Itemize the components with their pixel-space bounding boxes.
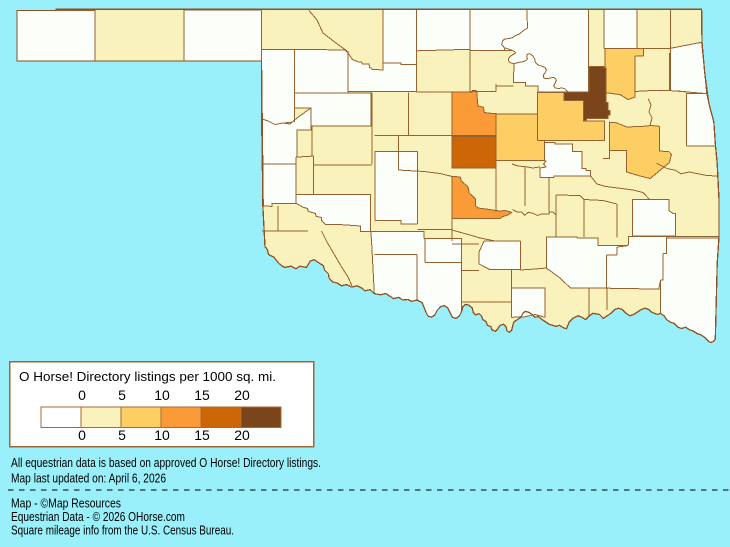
svg-text:20: 20 [234, 427, 250, 443]
svg-text:10: 10 [154, 387, 170, 403]
svg-text:Equestrian Data - © 2026 OHors: Equestrian Data - © 2026 OHorse.com [11, 510, 185, 524]
svg-text:All equestrian data is based o: All equestrian data is based on approved… [11, 456, 321, 470]
svg-text:20: 20 [234, 387, 250, 403]
svg-text:15: 15 [194, 387, 210, 403]
svg-text:Map last updated on: April 6,: Map last updated on: April 6, 2026 [11, 472, 166, 486]
svg-text:0: 0 [78, 387, 86, 403]
svg-text:O Horse! Directory listings pe: O Horse! Directory listings per 1000 sq.… [19, 370, 276, 384]
svg-text:5: 5 [118, 387, 126, 403]
svg-text:15: 15 [194, 427, 210, 443]
svg-text:10: 10 [154, 427, 170, 443]
svg-text:Square mileage info from the U: Square mileage info from the U.S. Census… [11, 523, 234, 537]
svg-text:Map - ©Map Resources: Map - ©Map Resources [11, 496, 121, 510]
svg-text:5: 5 [118, 427, 126, 443]
svg-text:0: 0 [78, 427, 86, 443]
